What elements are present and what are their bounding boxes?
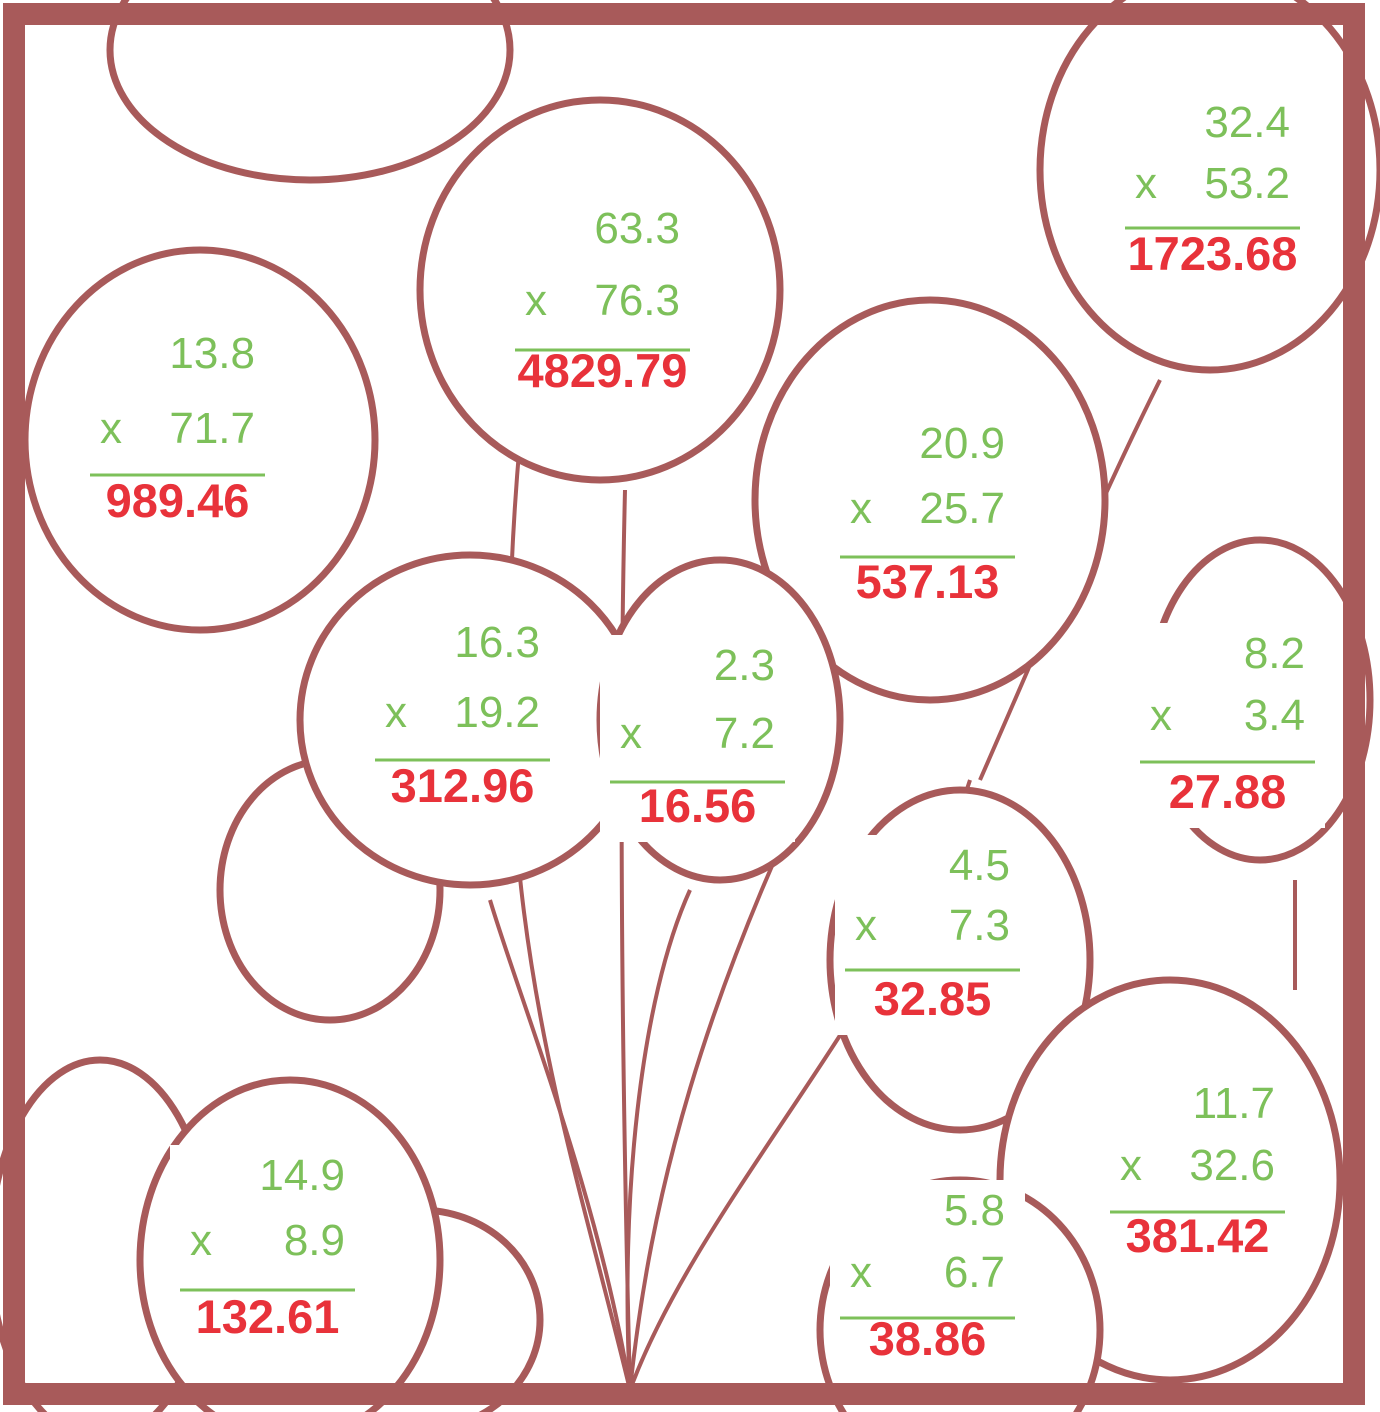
operator: x <box>385 688 407 737</box>
factor-a: 63.3 <box>594 204 680 253</box>
operator: x <box>1120 1141 1142 1190</box>
problem: 13.8 x 71.7 989.46 <box>80 323 275 537</box>
answer: 989.46 <box>106 474 250 527</box>
factor-a: 16.3 <box>454 618 540 667</box>
operator: x <box>850 1248 872 1297</box>
problem: 5.8 x 6.7 38.86 <box>830 1180 1025 1375</box>
operator: x <box>620 709 642 758</box>
answer: 132.61 <box>196 1290 340 1343</box>
answer: 16.56 <box>639 779 757 832</box>
factor-b: 32.6 <box>1189 1141 1275 1190</box>
answer: 32.85 <box>874 972 992 1025</box>
problem: 14.9 x 8.9 132.61 <box>170 1145 365 1353</box>
problem: 4.5 x 7.3 32.85 <box>835 835 1030 1035</box>
operator: x <box>100 404 122 453</box>
operator: x <box>525 276 547 325</box>
answer: 27.88 <box>1169 765 1287 818</box>
answer: 4829.79 <box>518 344 688 397</box>
worksheet: 13.8 x 71.7 989.46 63.3 x 76.3 4829.79 32.4 x 53.2… <box>0 0 1380 1412</box>
problem: 20.9 x 25.7 537.13 <box>830 413 1025 618</box>
factor-a: 8.2 <box>1244 629 1305 678</box>
factor-b: 6.7 <box>944 1248 1005 1297</box>
factor-b: 3.4 <box>1244 691 1305 740</box>
factor-a: 11.7 <box>1193 1079 1275 1128</box>
answer: 1723.68 <box>1128 227 1298 280</box>
problem: 11.7 x 32.6 381.42 <box>1100 1073 1295 1272</box>
factor-b: 19.2 <box>454 688 540 737</box>
factor-b: 76.3 <box>594 276 680 325</box>
operator: x <box>1135 159 1157 208</box>
factor-a: 14.9 <box>259 1151 345 1200</box>
factor-b: 7.3 <box>949 901 1010 950</box>
problem: 63.3 x 76.3 4829.79 <box>505 198 700 407</box>
operator: x <box>190 1216 212 1265</box>
factor-b: 8.9 <box>284 1216 345 1265</box>
answer: 381.42 <box>1126 1209 1270 1262</box>
problem: 16.3 x 19.2 312.96 <box>365 612 560 822</box>
factor-b: 25.7 <box>919 484 1005 533</box>
answer: 312.96 <box>391 759 535 812</box>
operator: x <box>850 484 872 533</box>
factor-a: 13.8 <box>169 329 255 378</box>
factor-a: 32.4 <box>1204 98 1290 147</box>
problem: 8.2 x 3.4 27.88 <box>1130 623 1325 828</box>
problem: 32.4 x 53.2 1723.68 <box>1115 92 1310 290</box>
factor-b: 71.7 <box>169 404 255 453</box>
problem: 2.3 x 7.2 16.56 <box>600 635 795 842</box>
factor-a: 2.3 <box>714 641 775 690</box>
factor-b: 7.2 <box>714 709 775 758</box>
answer: 38.86 <box>869 1312 987 1365</box>
answer: 537.13 <box>856 555 1000 608</box>
factor-a: 4.5 <box>949 841 1010 890</box>
operator: x <box>1150 691 1172 740</box>
factor-b: 53.2 <box>1204 159 1290 208</box>
balloon <box>110 0 510 180</box>
factor-a: 20.9 <box>919 419 1005 468</box>
operator: x <box>855 901 877 950</box>
factor-a: 5.8 <box>944 1186 1005 1235</box>
